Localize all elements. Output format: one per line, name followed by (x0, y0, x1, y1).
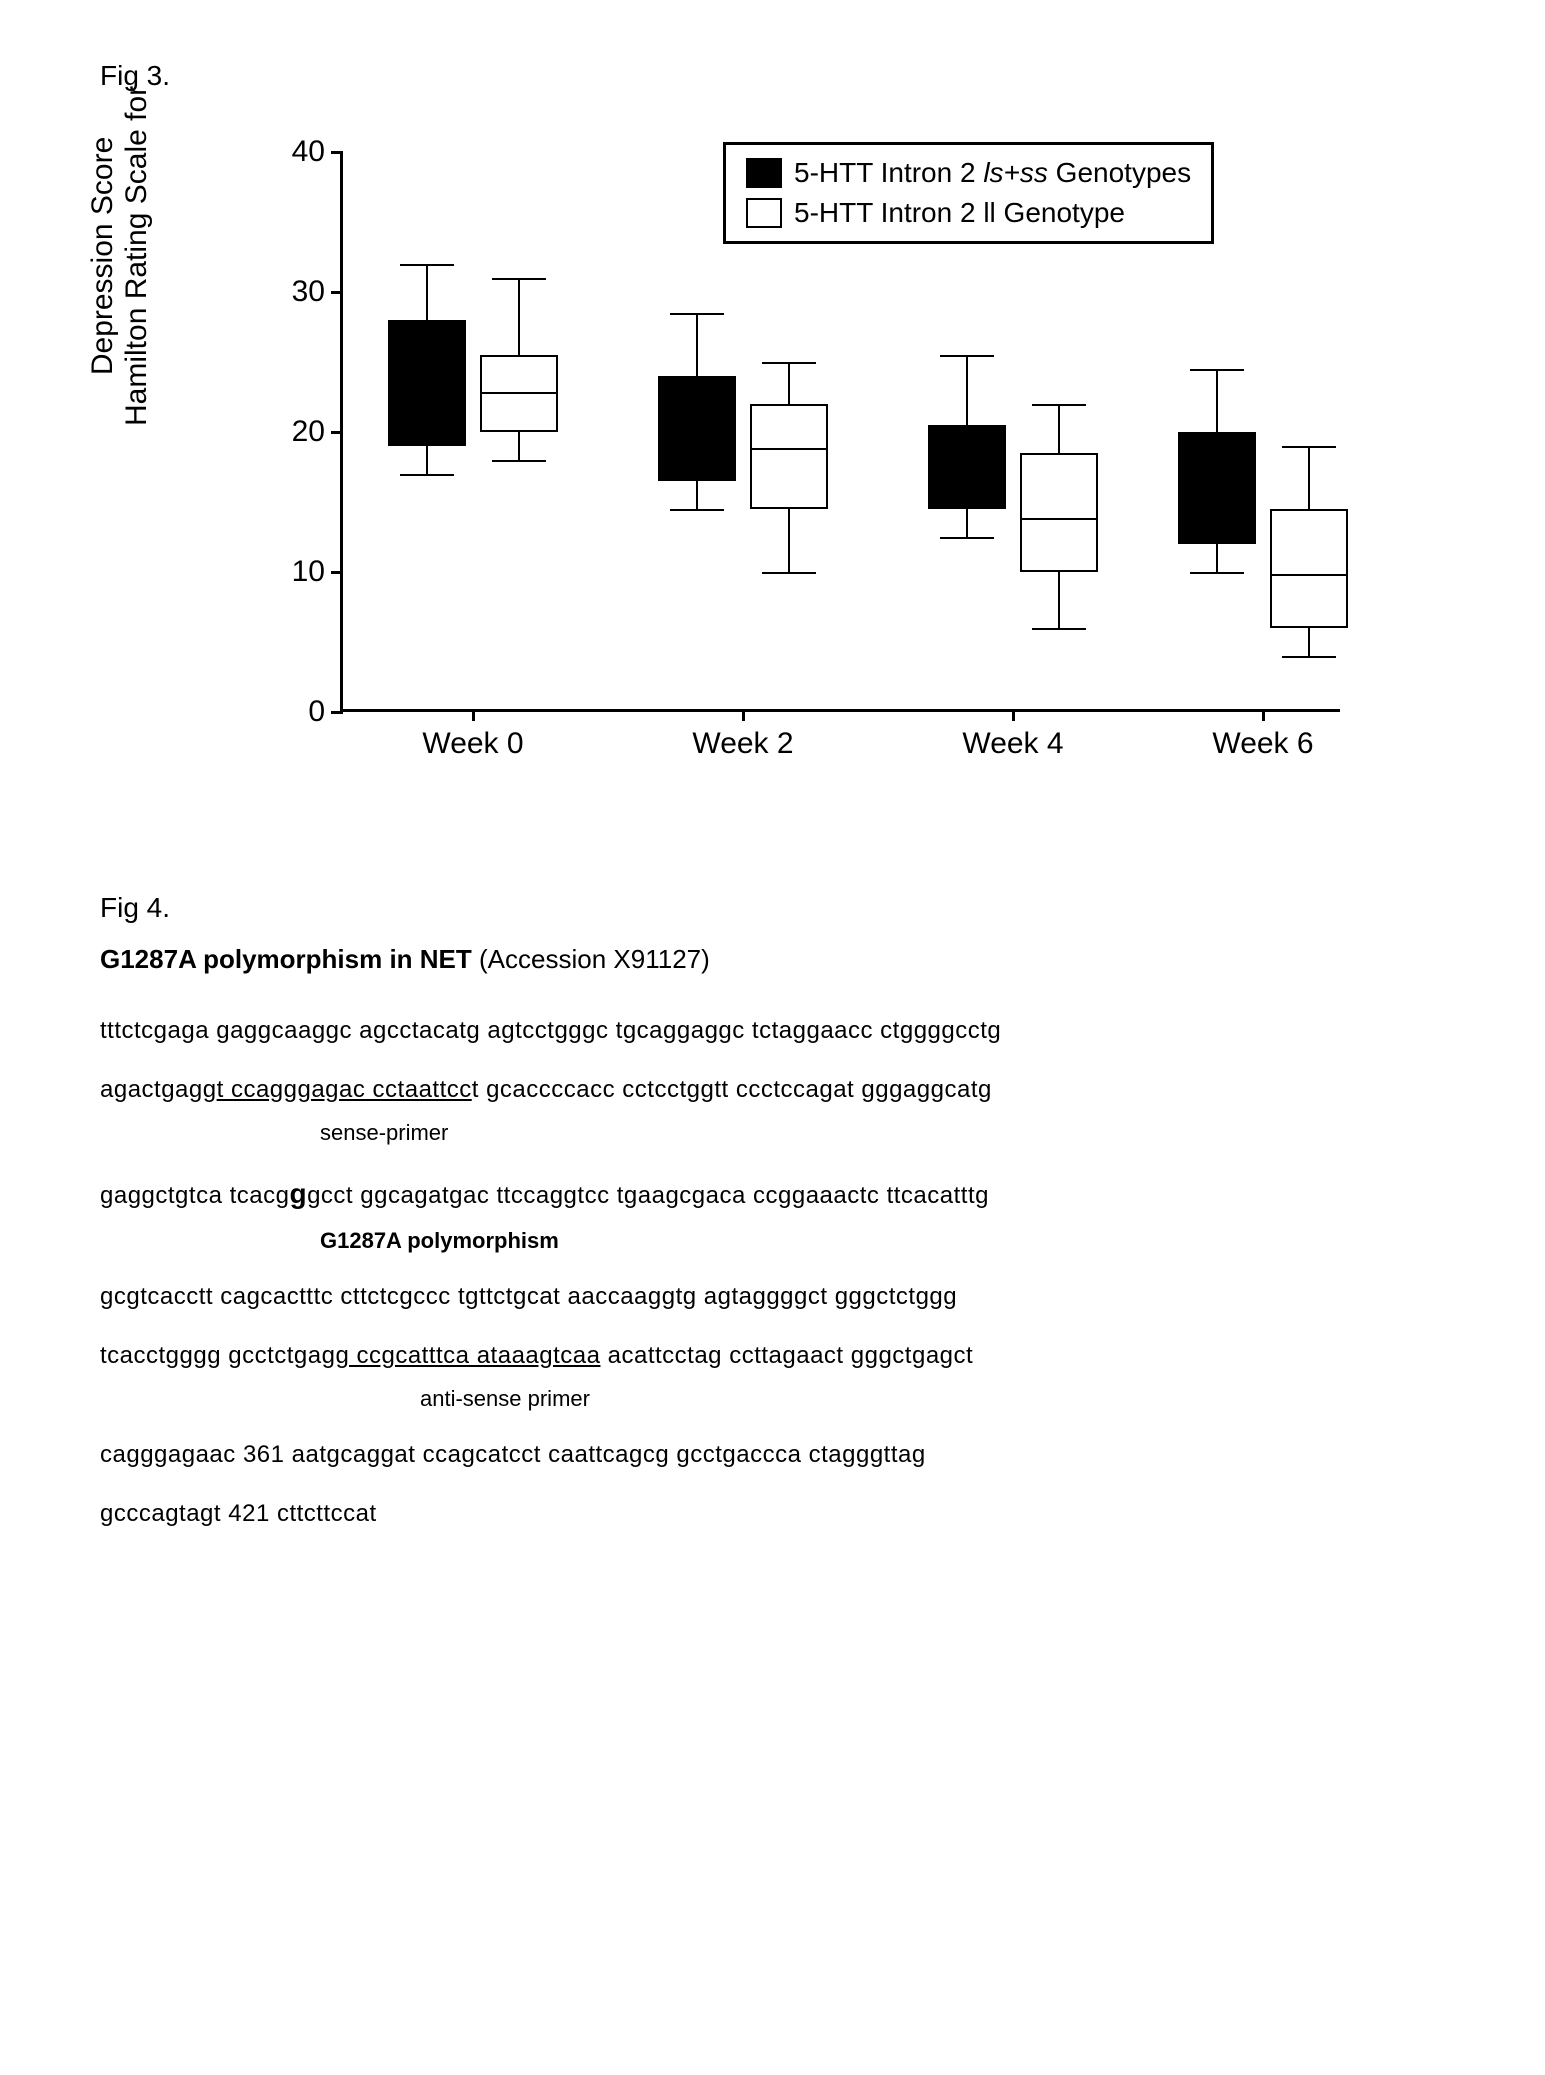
whisker-lower (518, 432, 520, 460)
box-median (1022, 518, 1096, 520)
sequence-line: tttctcgaga gaggcaaggc agcctacatg agtcctg… (100, 1005, 1445, 1058)
plot-area: 5-HTT Intron 2 ls+ss Genotypes 5-HTT Int… (340, 152, 1340, 712)
y-tick (331, 151, 343, 154)
x-tick (472, 709, 475, 721)
box-median (482, 392, 556, 394)
whisker-cap-upper (940, 355, 995, 357)
y-tick-label: 10 (292, 555, 325, 589)
y-tick (331, 571, 343, 574)
legend-swatch-filled (746, 158, 782, 188)
whisker-cap-upper (400, 264, 455, 266)
x-tick (1012, 709, 1015, 721)
box-filled (388, 320, 466, 446)
primer-sequence: g ccgcatttca ataaagtcaa (335, 1342, 600, 1369)
whisker-upper (788, 362, 790, 404)
whisker-cap-upper (762, 362, 817, 364)
y-axis-label: Depression Score Hamilton Rating Scale f… (86, 86, 154, 426)
whisker-cap-lower (492, 460, 547, 462)
whisker-upper (966, 355, 968, 425)
x-tick-label: Week 2 (692, 727, 793, 761)
figure4-section: Fig 4. G1287A polymorphism in NET (Acces… (100, 892, 1445, 1541)
whisker-cap-lower (400, 474, 455, 476)
whisker-cap-lower (670, 509, 725, 511)
x-tick-label: Week 0 (422, 727, 523, 761)
box-empty (480, 355, 558, 432)
legend-text-1: 5-HTT Intron 2 ls+ss Genotypes (794, 157, 1191, 189)
figure3-label: Fig 3. (100, 60, 1445, 92)
whisker-cap-lower (1190, 572, 1245, 574)
whisker-cap-upper (1190, 369, 1245, 371)
legend-item-empty: 5-HTT Intron 2 ll Genotype (746, 193, 1191, 233)
box-empty (1270, 509, 1348, 628)
sequence-block: tttctcgaga gaggcaaggc agcctacatg agtcctg… (100, 1005, 1445, 1541)
figure4-label: Fig 4. (100, 892, 1445, 924)
whisker-lower (1216, 544, 1218, 572)
whisker-cap-upper (670, 313, 725, 315)
whisker-upper (518, 278, 520, 355)
polymorphism-base: g (289, 1178, 307, 1209)
whisker-upper (1308, 446, 1310, 509)
whisker-lower (696, 481, 698, 509)
figure4-title: G1287A polymorphism in NET (Accession X9… (100, 944, 1445, 975)
box-filled (1178, 432, 1256, 544)
x-tick (1262, 709, 1265, 721)
whisker-cap-lower (1032, 628, 1087, 630)
x-tick (742, 709, 745, 721)
legend-item-filled: 5-HTT Intron 2 ls+ss Genotypes (746, 153, 1191, 193)
y-tick (331, 431, 343, 434)
box-median (752, 448, 826, 450)
box-filled (658, 376, 736, 481)
primer-sequence: t ccagggagac cctaattcc (217, 1076, 472, 1103)
x-tick-label: Week 4 (962, 727, 1063, 761)
whisker-cap-lower (762, 572, 817, 574)
sequence-line: gcccagtagt 421 cttcttccat (100, 1488, 1445, 1541)
whisker-lower (788, 509, 790, 572)
whisker-lower (1308, 628, 1310, 656)
whisker-cap-upper (1032, 404, 1087, 406)
whisker-cap-upper (1282, 446, 1337, 448)
box-empty (1020, 453, 1098, 572)
y-tick (331, 711, 343, 714)
box-empty (750, 404, 828, 509)
whisker-upper (426, 264, 428, 320)
sequence-line: gaggctgtca tcacgggcct ggcagatgac ttccagg… (100, 1163, 1445, 1225)
whisker-upper (1058, 404, 1060, 453)
whisker-cap-upper (492, 278, 547, 280)
whisker-cap-lower (940, 537, 995, 539)
whisker-lower (426, 446, 428, 474)
whisker-cap-lower (1282, 656, 1337, 658)
whisker-upper (1216, 369, 1218, 432)
y-tick-label: 0 (308, 695, 325, 729)
box-filled (928, 425, 1006, 509)
x-tick-label: Week 6 (1212, 727, 1313, 761)
y-tick-label: 40 (292, 135, 325, 169)
whisker-lower (966, 509, 968, 537)
y-tick-label: 30 (292, 275, 325, 309)
box-median (1272, 574, 1346, 576)
sequence-line: gcgtcacctt cagcactttc cttctcgccc tgttctg… (100, 1271, 1445, 1324)
y-tick (331, 291, 343, 294)
whisker-upper (696, 313, 698, 376)
whisker-lower (1058, 572, 1060, 628)
boxplot-chart: Depression Score Hamilton Rating Scale f… (180, 112, 1380, 792)
legend-text-2: 5-HTT Intron 2 ll Genotype (794, 197, 1125, 229)
sequence-line: cagggagaac 361 aatgcaggat ccagcatcct caa… (100, 1429, 1445, 1482)
legend-swatch-empty (746, 198, 782, 228)
legend: 5-HTT Intron 2 ls+ss Genotypes 5-HTT Int… (723, 142, 1214, 244)
y-tick-label: 20 (292, 415, 325, 449)
